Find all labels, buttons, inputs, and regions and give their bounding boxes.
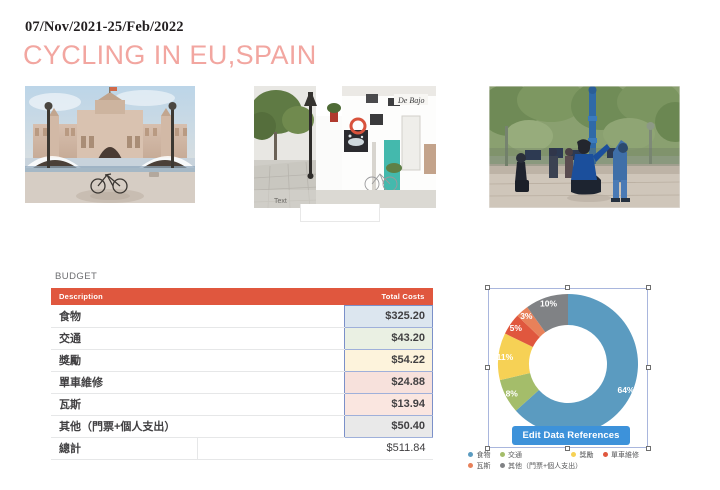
bystander-1 xyxy=(549,148,558,178)
legend-label: 單車維修 xyxy=(611,451,639,459)
donut-slice-label: 3% xyxy=(520,311,533,321)
cell-total-cost[interactable]: $325.20 xyxy=(344,304,433,328)
legend-label: 食物 xyxy=(476,451,491,459)
resize-handle-bottom-center[interactable] xyxy=(565,446,570,451)
resize-handle-middle-left[interactable] xyxy=(485,365,490,370)
donut-svg: 64% 8% 11% 5% 3% 10% xyxy=(497,294,638,434)
legend-item[interactable]: 獎勵 xyxy=(571,450,594,460)
table-row[interactable]: 交通 $43.20 xyxy=(51,327,433,350)
photo-plaza-de-espana[interactable] xyxy=(25,86,195,203)
donut-slice[interactable] xyxy=(515,294,638,434)
legend-label: 其他（門票+個人支出） xyxy=(508,462,583,470)
cell-total-cost[interactable]: $54.22 xyxy=(344,349,433,372)
resize-handle-bottom-right[interactable] xyxy=(646,446,651,451)
budget-table-head: Description Total Costs xyxy=(51,288,433,305)
svg-text:De Bajo: De Bajo xyxy=(397,96,424,105)
dancer-left xyxy=(515,153,529,192)
table-row[interactable]: 食物 $325.20 xyxy=(51,304,433,328)
budget-section-label: BUDGET xyxy=(55,271,98,282)
legend-color-dot-icon xyxy=(602,452,608,457)
legend-color-dot-icon xyxy=(499,452,505,457)
donut-slice[interactable] xyxy=(527,294,568,333)
photo-flamenco-dancers[interactable] xyxy=(489,86,680,208)
dancer-blue xyxy=(571,139,610,195)
resize-handle-middle-right[interactable] xyxy=(646,365,651,370)
budget-header-row: Description Total Costs xyxy=(51,288,433,305)
resize-handle-top-right[interactable] xyxy=(646,285,651,290)
cell-total-cost[interactable]: $13.94 xyxy=(344,393,433,416)
photo-white-street[interactable]: De Bajo Text xyxy=(254,86,436,208)
column-header-description: Description xyxy=(51,288,345,305)
legend-item[interactable]: 單車維修 xyxy=(602,450,639,460)
date-range: 07/Nov/2021-25/Feb/2022 xyxy=(25,19,184,35)
cell-total-cost[interactable]: $50.40 xyxy=(344,415,433,438)
legend-color-dot-icon xyxy=(499,463,505,468)
budget-table: Description Total Costs 食物 $325.20 交通 $43.2… xyxy=(51,288,433,460)
edit-data-references-button[interactable]: Edit Data References xyxy=(512,426,630,445)
cell-description: 交通 xyxy=(51,327,345,350)
table-row[interactable]: 其他（門票+個人支出） $50.40 xyxy=(51,415,433,438)
legend-item[interactable]: 交通 xyxy=(499,450,522,460)
donut-slice-label: 5% xyxy=(510,323,523,333)
donut-slice-label: 10% xyxy=(540,299,557,309)
cell-description: 其他（門票+個人支出） xyxy=(51,415,345,438)
legend-label: 交通 xyxy=(508,451,522,459)
legend-label: 獎勵 xyxy=(579,451,594,459)
table-row[interactable]: 獎勵 $54.22 xyxy=(51,349,433,372)
legend-color-dot-icon xyxy=(468,463,473,468)
cell-description: 單車維修 xyxy=(51,371,345,394)
resize-handle-bottom-left[interactable] xyxy=(485,446,490,451)
bystander-2 xyxy=(565,148,573,178)
cell-total-label: 總計 xyxy=(51,437,199,460)
photo-white-street-image: De Bajo Text xyxy=(254,86,436,208)
donut-slice[interactable] xyxy=(499,373,539,411)
legend-row-1: 食物 交通 獎勵 單車維修 xyxy=(468,449,690,460)
photo-plaza-de-espana-image xyxy=(25,86,195,203)
table-row[interactable]: 瓦斯 $13.94 xyxy=(51,393,433,416)
legend-item[interactable]: 食物 xyxy=(468,450,491,460)
legend-row-2: 瓦斯 其他（門票+個人支出） xyxy=(468,460,690,471)
photo-flamenco-dancers-image xyxy=(489,86,680,208)
column-header-total-costs: Total Costs xyxy=(344,288,433,305)
donut-slice-label: 64% xyxy=(617,385,634,395)
dancer-right xyxy=(611,140,630,202)
cell-total-cost[interactable]: $24.88 xyxy=(344,371,433,394)
budget-table-body: 食物 $325.20 交通 $43.20 獎勵 $54.22 單車維修 $24.88 瓦斯 $13… xyxy=(51,304,433,460)
chart-legend: 食物 交通 獎勵 單車維修 瓦斯 其他（門票+個人支出） xyxy=(468,449,690,471)
cell-description: 瓦斯 xyxy=(51,393,345,416)
table-row-total[interactable]: 總計 $511.84 xyxy=(51,437,433,460)
legend-color-dot-icon xyxy=(571,452,576,457)
svg-text:Text: Text xyxy=(274,198,287,205)
table-row[interactable]: 單車維修 $24.88 xyxy=(51,371,433,394)
donut-slice[interactable] xyxy=(498,333,533,381)
legend-item[interactable]: 其他（門票+個人支出） xyxy=(499,461,583,471)
legend-item[interactable]: 瓦斯 xyxy=(468,461,491,471)
legend-label: 瓦斯 xyxy=(476,462,491,470)
cell-description: 食物 xyxy=(51,305,345,328)
page-title: CYCLING IN EU,SPAIN xyxy=(23,40,317,70)
donut-slice[interactable] xyxy=(517,307,546,338)
expense-donut-chart[interactable]: 64% 8% 11% 5% 3% 10% Edit Data References xyxy=(485,285,651,451)
legend-color-dot-icon xyxy=(468,452,473,457)
donut-slice[interactable] xyxy=(504,315,540,348)
donut-slice-label: 8% xyxy=(506,388,519,398)
cell-description: 獎勵 xyxy=(51,349,345,372)
resize-handle-top-center[interactable] xyxy=(565,285,570,290)
donut-slice-label: 11% xyxy=(497,352,514,362)
resize-handle-top-left[interactable] xyxy=(485,285,490,290)
cell-total-value: $511.84 xyxy=(344,437,433,460)
photo-caption-placeholder xyxy=(300,204,380,222)
cell-total-cost[interactable]: $43.20 xyxy=(344,327,433,350)
cell-total-spacer xyxy=(197,437,345,460)
